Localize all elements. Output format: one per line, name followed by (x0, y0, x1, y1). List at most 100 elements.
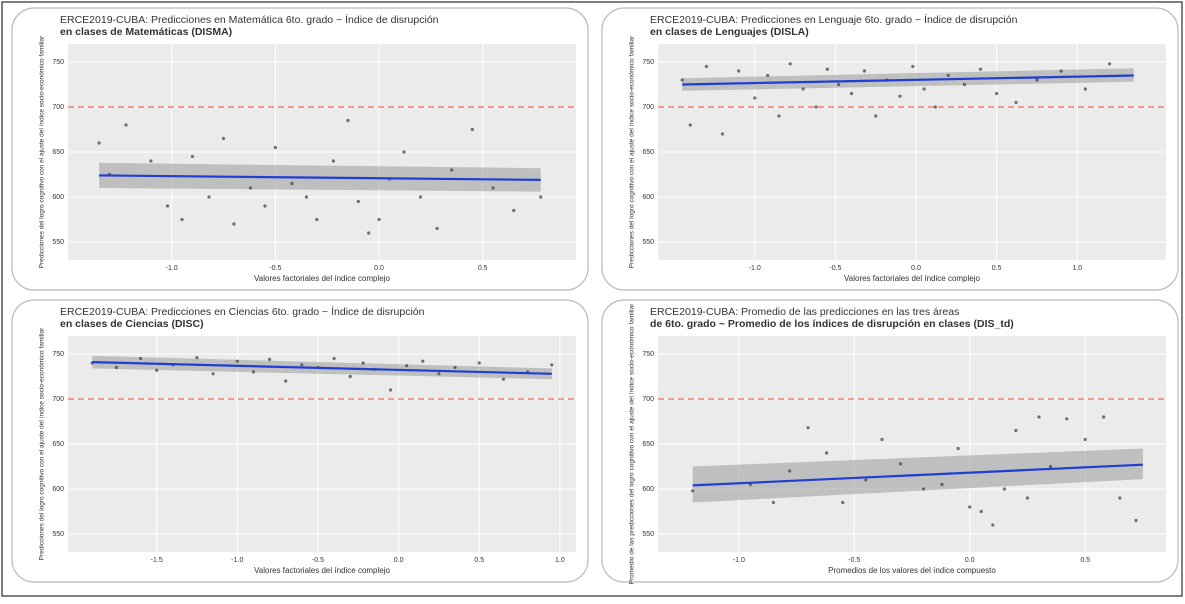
x-tick-label: -0.5 (269, 265, 281, 272)
data-point (124, 123, 128, 127)
data-point (841, 500, 845, 505)
y-tick-label: 650 (642, 149, 654, 156)
x-axis-label: Valores factoriales del índice complejo (254, 274, 390, 283)
data-point (190, 154, 195, 159)
data-point (1083, 87, 1087, 91)
data-point (956, 446, 960, 451)
data-point (777, 114, 781, 118)
x-tick-label: -0.5 (312, 557, 324, 564)
x-tick-label: 1.0 (555, 557, 565, 564)
data-point (1002, 487, 1006, 491)
data-point (539, 195, 543, 199)
data-point (331, 159, 336, 163)
x-axis-label: Valores factoriales del índice complejo (844, 274, 980, 283)
data-point (1037, 415, 1041, 419)
data-point (437, 372, 441, 376)
data-point (1107, 62, 1112, 66)
data-point (1035, 78, 1039, 82)
data-point (921, 487, 926, 491)
data-point (962, 82, 967, 87)
data-point (995, 91, 999, 96)
data-point (720, 132, 725, 136)
y-tick-label: 650 (642, 441, 654, 448)
data-point (680, 78, 684, 82)
data-point (300, 363, 304, 367)
x-tick-label: -1.0 (166, 265, 178, 272)
x-tick-label: 0.5 (1080, 557, 1090, 564)
x-tick-label: -1.0 (733, 557, 745, 564)
x-tick-label: 0.5 (474, 557, 484, 564)
fit-line (92, 361, 552, 375)
data-point (165, 204, 170, 208)
x-axis-label: Promedios de los valores del índice comp… (828, 566, 996, 575)
chart-subtitle: en clases de Lenguajes (DISLA) (650, 26, 809, 38)
y-tick-label: 700 (52, 396, 64, 403)
data-point (1048, 464, 1053, 469)
y-tick-label: 650 (52, 149, 64, 156)
data-point (968, 505, 972, 509)
chart-panel: ERCE2019-CUBA: Predicciones en Matemátic… (11, 7, 589, 291)
data-point (207, 195, 211, 199)
data-point (377, 217, 381, 222)
data-point (195, 356, 199, 360)
x-tick-label: 0.0 (394, 557, 404, 564)
y-tick-label: 550 (52, 531, 64, 538)
x-tick-label: 0.0 (911, 265, 921, 272)
y-tick-label: 700 (642, 104, 654, 111)
data-point (211, 372, 215, 376)
data-point (880, 437, 884, 442)
y-tick-label: 650 (52, 441, 64, 448)
y-tick-label: 750 (52, 59, 64, 66)
data-point (501, 377, 506, 381)
x-tick-label: -1.0 (231, 557, 243, 564)
data-point (221, 136, 226, 141)
data-point (453, 365, 457, 370)
data-point (1025, 496, 1030, 500)
data-point (356, 199, 360, 204)
data-point (864, 478, 868, 482)
data-point (788, 469, 792, 473)
y-tick-label: 750 (52, 351, 64, 358)
y-tick-label: 600 (52, 194, 64, 201)
y-tick-label: 550 (642, 239, 654, 246)
data-point (97, 141, 101, 145)
data-point (348, 374, 352, 379)
data-point (898, 462, 903, 466)
x-tick-label: 1.0 (1072, 265, 1082, 272)
data-point (512, 208, 516, 213)
data-point (1083, 437, 1087, 442)
chart-subtitle: en clases de Matemáticas (DISMA) (60, 26, 232, 38)
data-point (248, 186, 253, 190)
data-point (284, 379, 288, 383)
data-point (418, 195, 423, 199)
data-point (1014, 428, 1018, 433)
data-point (849, 91, 854, 96)
data-point (801, 87, 805, 91)
fit-line (682, 74, 1134, 86)
data-point (737, 69, 741, 73)
data-point (911, 64, 915, 69)
data-point (704, 64, 708, 69)
x-tick-label: -1.5 (151, 557, 163, 564)
data-point (688, 123, 692, 127)
x-tick-label: -0.5 (848, 557, 860, 564)
data-point (251, 370, 256, 374)
data-point (273, 145, 277, 150)
y-tick-label: 600 (52, 486, 64, 493)
data-point (771, 500, 776, 505)
data-point (449, 168, 454, 172)
data-point (491, 186, 495, 190)
y-tick-label: 700 (642, 396, 654, 403)
x-axis-label: Valores factoriales del índice complejo (254, 566, 390, 575)
data-point (940, 482, 944, 487)
data-point (991, 523, 995, 527)
x-tick-label: 0.0 (965, 557, 975, 564)
y-tick-label: 750 (642, 351, 654, 358)
data-point (388, 388, 393, 392)
y-tick-label: 550 (52, 239, 64, 246)
x-tick-label: -0.5 (829, 265, 841, 272)
data-point (114, 365, 118, 370)
data-point (1014, 100, 1018, 105)
data-point (155, 368, 159, 372)
